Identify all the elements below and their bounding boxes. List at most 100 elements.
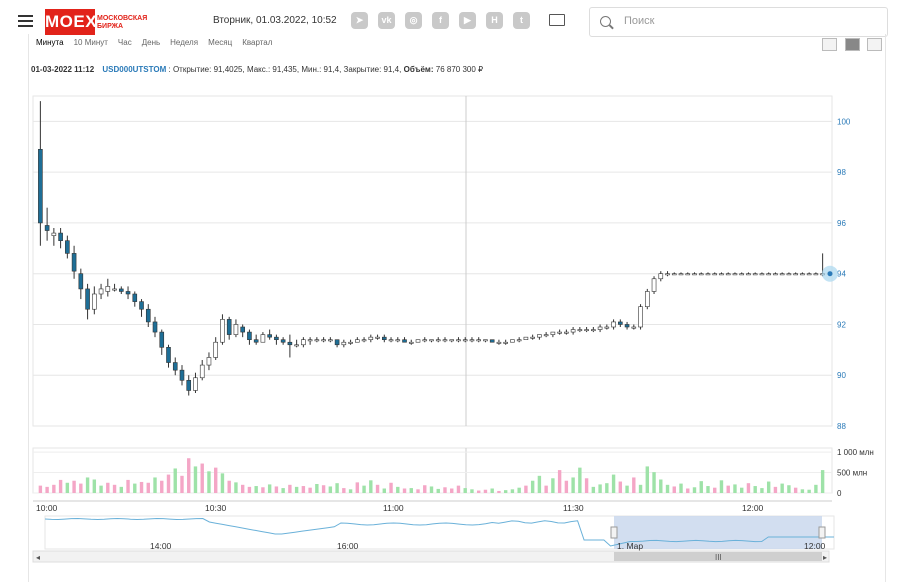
candle-body (328, 339, 333, 342)
candle-body (179, 369, 185, 381)
volume-bar (477, 490, 481, 493)
tab-0[interactable]: Минута (36, 38, 64, 47)
candle-body (651, 278, 657, 292)
plot-frame (32, 95, 833, 427)
candle-body (381, 336, 387, 340)
candle-body (186, 380, 192, 391)
candle-body (604, 326, 610, 329)
volume-bar (713, 487, 717, 493)
candle-body (752, 273, 758, 276)
navigator-left-handle[interactable] (610, 526, 618, 539)
hamburger-menu-icon[interactable] (18, 15, 33, 27)
telegram-icon[interactable]: ➤ (351, 12, 368, 29)
volume-bar (301, 486, 306, 493)
chart-type-icon[interactable] (845, 38, 860, 51)
mail-icon[interactable] (549, 14, 565, 26)
logo-subtitle: МОСКОВСКАЯ БИРЖА (97, 15, 148, 30)
volume-bar (726, 485, 730, 493)
volume-bar (99, 485, 103, 493)
candle-body (274, 336, 279, 340)
search-box[interactable] (589, 7, 888, 37)
candle-body (422, 339, 428, 342)
export-icon[interactable] (822, 38, 837, 51)
search-input[interactable] (622, 14, 876, 28)
vk-icon[interactable]: vk (378, 12, 395, 29)
scroll-right-arrow-icon[interactable]: ▸ (823, 553, 827, 562)
volume-bar (598, 484, 602, 493)
volume-bar (605, 483, 609, 493)
volume-bar (382, 488, 386, 493)
volume-bar (193, 466, 198, 493)
volume-bar (355, 482, 360, 493)
volume-bar (38, 485, 43, 493)
candle-body (597, 326, 603, 330)
tab-3[interactable]: День (141, 38, 161, 47)
volume-bar (625, 485, 629, 493)
x-tick-label: 11:00 (383, 503, 404, 513)
h-icon[interactable]: H (486, 12, 503, 29)
candle-body (321, 339, 326, 342)
candle-body (638, 306, 643, 328)
scrollbar-track[interactable] (32, 550, 830, 563)
volume-bar (342, 488, 346, 493)
volume-bar (820, 470, 825, 493)
volume-bar (207, 471, 211, 493)
volume-bar (254, 486, 258, 493)
volume-bar (645, 466, 649, 493)
scrollbar-thumb[interactable] (614, 552, 822, 561)
tab-4[interactable]: Неделя (170, 38, 199, 47)
navigator-range (614, 516, 822, 549)
volume-bar (133, 483, 137, 493)
candle-body (442, 339, 448, 342)
instagram-icon[interactable]: ◎ (405, 12, 422, 29)
candle-body (71, 253, 77, 272)
volume-bar (389, 482, 393, 493)
volume-bar (187, 458, 191, 493)
volume-bar (665, 484, 670, 493)
volume-bar (503, 490, 508, 493)
facebook-icon[interactable]: f (432, 12, 449, 29)
candle-body (746, 273, 751, 276)
volume-bar (746, 483, 751, 493)
volume-bar (362, 485, 366, 493)
volume-bar (760, 488, 764, 493)
candle-body (166, 347, 171, 363)
volume-bar (524, 485, 528, 493)
navigator-right-handle[interactable] (818, 526, 826, 539)
candle-body (618, 321, 623, 325)
volume-bar (530, 480, 535, 493)
volume-bar (510, 489, 515, 493)
candle-body (78, 273, 84, 290)
volume-bar (65, 482, 70, 493)
candle-body (348, 341, 353, 344)
volume-frame (32, 447, 833, 494)
volume-bar (618, 481, 623, 493)
tab-1[interactable]: 10 Минут (73, 38, 108, 47)
candle-body (591, 329, 596, 332)
candle-body (51, 232, 57, 236)
volume-bar (638, 484, 643, 493)
tab-2[interactable]: Час (117, 38, 132, 47)
volume-bar (79, 483, 83, 493)
volume-bar (537, 475, 542, 493)
scroll-left-arrow-icon[interactable]: ◂ (36, 553, 40, 562)
y-tick-label: 96 (837, 219, 846, 228)
youtube-icon[interactable]: ▶ (459, 12, 476, 29)
candle-body (712, 273, 718, 276)
indicators-icon[interactable] (867, 38, 882, 51)
tab-6[interactable]: Квартал (242, 38, 273, 47)
candle-body (510, 339, 515, 343)
volume-bar (659, 479, 663, 493)
candle-body (537, 334, 542, 338)
volume-bar (780, 483, 784, 493)
tab-5[interactable]: Месяц (208, 38, 233, 47)
candle-body (503, 341, 508, 344)
volume-bar (247, 486, 252, 493)
x-tick-label: 10:30 (205, 503, 227, 513)
candle-body (118, 288, 124, 292)
candle-body (395, 339, 401, 342)
moex-logo[interactable]: MOEX (45, 9, 97, 35)
candle-body (678, 273, 684, 276)
twitter-icon[interactable]: t (513, 12, 530, 29)
